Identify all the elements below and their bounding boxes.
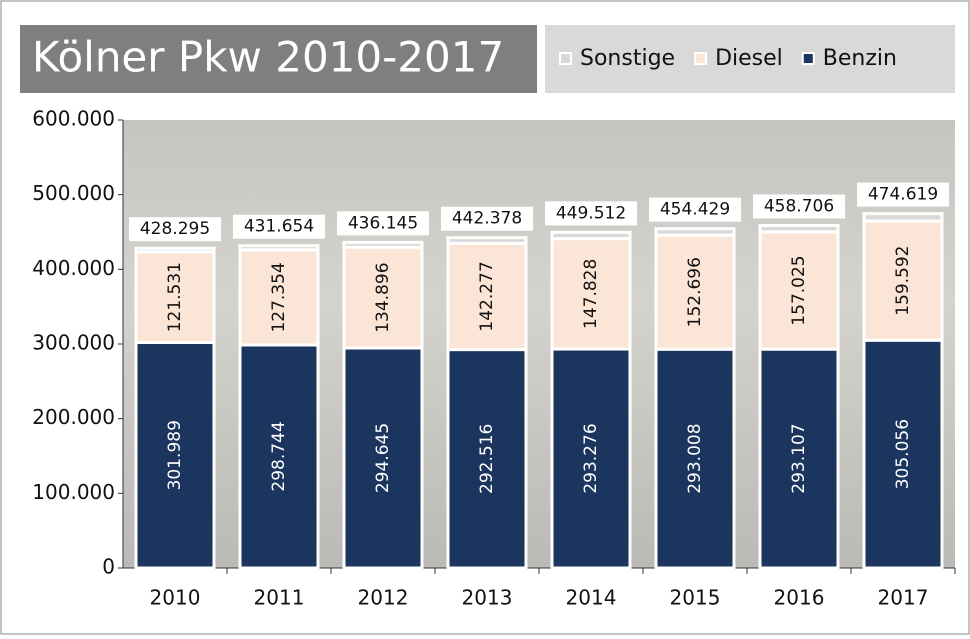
legend-swatch xyxy=(695,53,706,64)
bar-segment xyxy=(136,248,214,252)
data-label: 121.531 xyxy=(165,262,185,332)
y-tick-label: 500.000 xyxy=(32,181,115,205)
x-tick-label: 2012 xyxy=(358,586,409,610)
data-label: 294.645 xyxy=(373,423,393,493)
data-label: 292.516 xyxy=(477,424,497,494)
total-label: 442.378 xyxy=(452,209,522,229)
data-label: 134.896 xyxy=(373,262,393,332)
bar-segment xyxy=(344,242,422,247)
x-tick-label: 2010 xyxy=(150,586,201,610)
data-label: 157.025 xyxy=(789,255,809,325)
data-label: 293.107 xyxy=(789,423,809,493)
chart: Kölner Pkw 2010-2017 0 100.000 200.000 300.… xyxy=(0,0,970,635)
bar-segment xyxy=(656,229,734,236)
data-label: 127.354 xyxy=(269,262,289,332)
y-tick-label: 200.000 xyxy=(32,405,115,429)
legend-swatch xyxy=(560,53,571,64)
bar-segment xyxy=(760,225,838,231)
data-label: 305.056 xyxy=(893,419,913,489)
x-tick-label: 2016 xyxy=(774,586,825,610)
total-label: 454.429 xyxy=(660,200,730,220)
total-label: 474.619 xyxy=(868,185,938,205)
data-label: 159.592 xyxy=(893,245,913,315)
total-label: 458.706 xyxy=(764,196,834,216)
bar-segment xyxy=(864,214,942,221)
y-tick-label: 0 xyxy=(102,555,115,579)
data-label: 147.828 xyxy=(581,259,601,329)
legend-label: Diesel xyxy=(715,46,783,71)
x-tick-label: 2017 xyxy=(878,586,929,610)
total-label: 436.145 xyxy=(348,213,418,233)
y-tick-label: 100.000 xyxy=(32,480,115,504)
data-label: 142.277 xyxy=(477,261,497,331)
data-label: 293.276 xyxy=(581,423,601,493)
total-label: 431.654 xyxy=(244,217,314,237)
bar-segment xyxy=(448,238,526,244)
y-tick-label: 300.000 xyxy=(32,331,115,355)
legend-swatch xyxy=(803,53,814,64)
legend-label: Benzin xyxy=(823,46,897,71)
total-label: 449.512 xyxy=(556,203,626,223)
bar-segment xyxy=(552,232,630,238)
x-tick-label: 2015 xyxy=(670,586,721,610)
x-tick-label: 2013 xyxy=(462,586,513,610)
bar-segment xyxy=(240,246,318,250)
data-label: 293.008 xyxy=(685,423,705,493)
x-tick-label: 2011 xyxy=(254,586,305,610)
y-tick-label: 400.000 xyxy=(32,256,115,280)
chart-title: Kölner Pkw 2010-2017 xyxy=(32,33,504,82)
page: Kölner Pkw 2010-2017 0 100.000 200.000 300.… xyxy=(0,0,970,639)
legend-label: Sonstige xyxy=(580,46,675,71)
x-tick-label: 2014 xyxy=(566,586,617,610)
data-label: 298.744 xyxy=(269,421,289,491)
data-label: 152.696 xyxy=(685,257,705,327)
y-tick-label: 600.000 xyxy=(32,107,115,131)
data-label: 301.989 xyxy=(165,420,185,490)
total-label: 428.295 xyxy=(140,219,210,239)
